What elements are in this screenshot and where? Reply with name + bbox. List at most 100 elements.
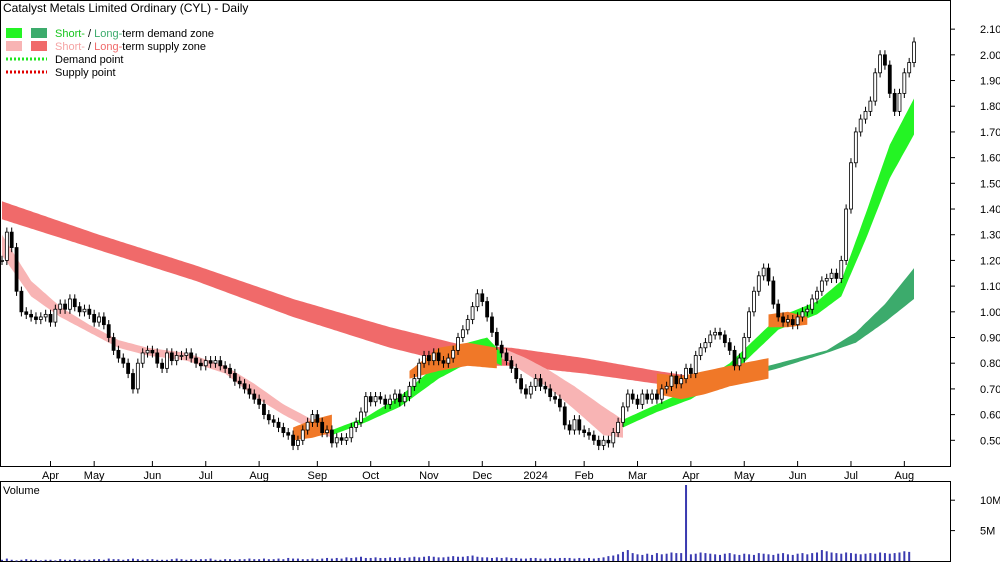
price-bar [43, 309, 48, 322]
volume-bar [554, 558, 557, 561]
volume-bar [602, 557, 605, 561]
volume-bar [762, 553, 765, 561]
legend-item-supply-zone: Short- / Long-term supply zone [6, 41, 206, 53]
volume-bar [883, 553, 886, 561]
volume-bar [165, 559, 168, 561]
volume-bar [64, 559, 67, 561]
volume-bar [864, 553, 867, 561]
volume-bar [25, 559, 28, 561]
price-bar [131, 368, 135, 394]
volume-bar [578, 557, 581, 561]
price-bar [0, 255, 4, 266]
price-bar [548, 384, 553, 402]
volume-bar [10, 559, 13, 561]
price-bar [126, 358, 131, 379]
price-bar [596, 435, 601, 451]
volume-bar [355, 557, 358, 561]
price-bar [727, 338, 732, 355]
volume-bar [888, 553, 891, 561]
price-tick-label: 2.00 [980, 50, 1000, 62]
volume-bar [777, 553, 780, 561]
price-bar [873, 68, 878, 106]
volume-bar [321, 558, 324, 561]
volume-bar [432, 556, 435, 561]
volume-bar [655, 553, 658, 561]
price-tick-label: 1.70 [980, 127, 1000, 139]
price-axis: 0.50 0.60 0.70 0.80 0.90 1.00 1.10 1.20 1.30 1.40… [950, 24, 1000, 447]
volume-bar [704, 553, 707, 561]
price-bar [606, 435, 611, 448]
volume-bar [495, 557, 498, 561]
price-bar [591, 430, 596, 445]
price-bar [824, 273, 829, 286]
volume-bar [811, 553, 814, 561]
legend-label-part: Short- [55, 41, 85, 53]
volume-tick-label: 10M [980, 495, 1000, 507]
volume-bar [898, 552, 901, 561]
price-bar [611, 427, 616, 448]
volume-label: Volume [3, 485, 40, 497]
volume-bar [340, 558, 343, 561]
volume-bar [534, 557, 537, 561]
price-bar [567, 420, 572, 435]
price-bar [601, 435, 606, 451]
volume-bar [767, 554, 770, 561]
volume-bar [903, 551, 906, 561]
legend-label-part: Long- [94, 28, 122, 40]
volume-bar [403, 557, 406, 561]
price-bar [135, 358, 140, 394]
price-bar [155, 348, 160, 368]
price-bar [4, 227, 9, 266]
price-bar [29, 309, 34, 322]
volume-bar [816, 552, 819, 561]
volume-bar [238, 559, 241, 561]
price-bar [485, 296, 490, 322]
price-bar [776, 299, 781, 322]
price-bar [417, 358, 422, 384]
price-bar [451, 345, 456, 363]
price-bar [883, 50, 887, 70]
volume-bar [791, 554, 794, 561]
volume-bar [364, 557, 367, 561]
volume-bar [311, 558, 314, 561]
volume-bar [680, 553, 683, 561]
price-bar [858, 114, 863, 137]
volume-bar [636, 554, 639, 561]
volume-bar [151, 559, 154, 561]
volume-bar [549, 557, 552, 561]
volume-bar [782, 553, 785, 561]
volume-bar [156, 559, 159, 561]
volume-bar [476, 556, 479, 561]
price-bar [228, 363, 232, 379]
price-bar [291, 430, 295, 451]
volume-bar [54, 560, 57, 562]
volume-bar [486, 557, 489, 561]
price-bar [756, 271, 761, 296]
volume-bar [728, 553, 731, 561]
volume-bar [718, 554, 721, 561]
volume-bar [660, 554, 663, 561]
price-bar [766, 263, 771, 286]
price-bar [786, 314, 790, 327]
price-bar [378, 391, 383, 404]
overlap-zone-2 [656, 358, 769, 400]
volume-tick-label: 5M [980, 526, 995, 538]
volume-bar [243, 559, 246, 561]
price-tick-label: 2.10 [980, 24, 1000, 36]
volume-bar [136, 559, 139, 561]
price-bar [679, 374, 684, 389]
price-bar [475, 289, 480, 312]
price-bar [383, 394, 388, 409]
volume-bar [617, 554, 620, 561]
volume-bar [190, 559, 193, 561]
price-tick-label: 1.00 [980, 307, 1000, 319]
price-bar [329, 425, 334, 448]
price-tick-label: 0.80 [980, 358, 1000, 370]
price-bar [887, 60, 892, 99]
legend-label-part: Supply point [55, 67, 116, 79]
price-bar [819, 276, 824, 296]
volume-bar [253, 559, 256, 561]
volume-bar [73, 559, 76, 561]
legend-label: Demand point [55, 54, 124, 66]
price-bar [339, 433, 344, 445]
